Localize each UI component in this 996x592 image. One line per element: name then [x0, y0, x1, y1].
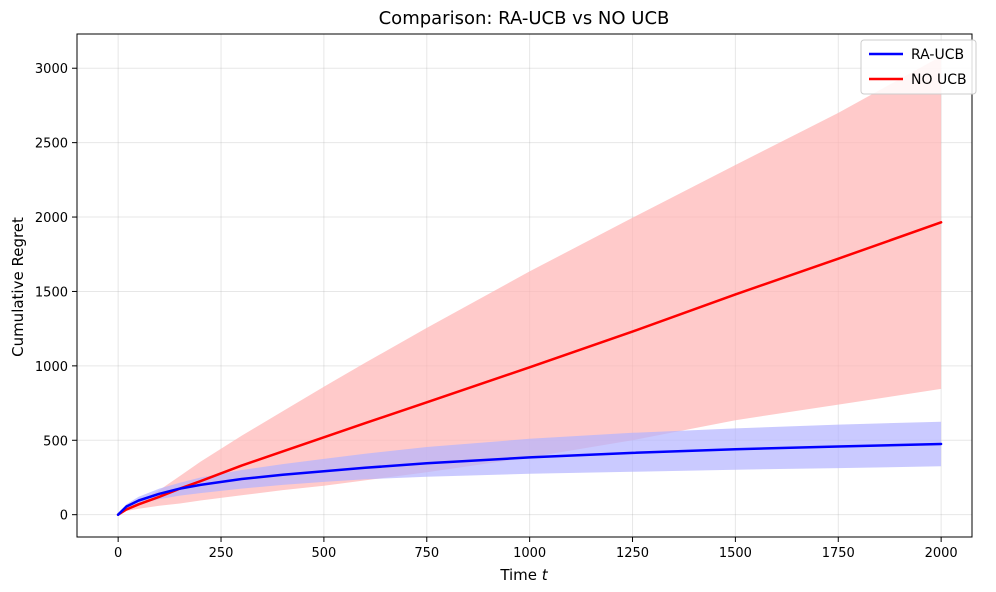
y-tick-label: 500: [43, 434, 68, 449]
x-axis-label-var: t: [542, 566, 549, 584]
x-tick-label: 2000: [925, 546, 958, 561]
y-tick-label: 2500: [35, 137, 68, 152]
x-tick-label: 1500: [719, 546, 752, 561]
x-axis-label: Time t: [499, 566, 548, 584]
plot-frame: [76, 33, 973, 538]
y-axis-label: Cumulative Regret: [9, 217, 27, 357]
band-no-ucb: [118, 56, 942, 515]
y-tick-label: 2000: [35, 211, 68, 226]
x-tick-label: 1250: [616, 546, 649, 561]
y-tick-label: 3000: [35, 62, 68, 77]
legend: RA-UCB NO UCB: [860, 39, 977, 95]
legend-label-ra-ucb: RA-UCB: [911, 47, 964, 63]
line-ra-ucb: [116, 442, 943, 516]
x-tick-label: 0: [114, 546, 122, 561]
x-tick-label: 500: [311, 546, 336, 561]
confidence-bands: [118, 56, 942, 515]
axis-ticks: 0 250 500 750 1000 1250 1500 1750 2000 0 500 1000 15…: [35, 62, 958, 561]
x-tick-label: 1750: [822, 546, 855, 561]
x-axis-label-main: Time: [499, 566, 541, 584]
series-lines: [116, 221, 943, 516]
y-tick-label: 0: [60, 509, 68, 524]
x-tick-label: 250: [209, 546, 234, 561]
x-tick-label: 1000: [513, 546, 546, 561]
y-tick-label: 1500: [35, 285, 68, 300]
x-tick-label: 750: [414, 546, 439, 561]
legend-label-no-ucb: NO UCB: [911, 72, 967, 88]
band-ra-ucb: [118, 421, 942, 515]
line-no-ucb: [116, 221, 943, 516]
chart-title: Comparison: RA-UCB vs NO UCB: [379, 8, 670, 29]
y-tick-label: 1000: [35, 360, 68, 375]
